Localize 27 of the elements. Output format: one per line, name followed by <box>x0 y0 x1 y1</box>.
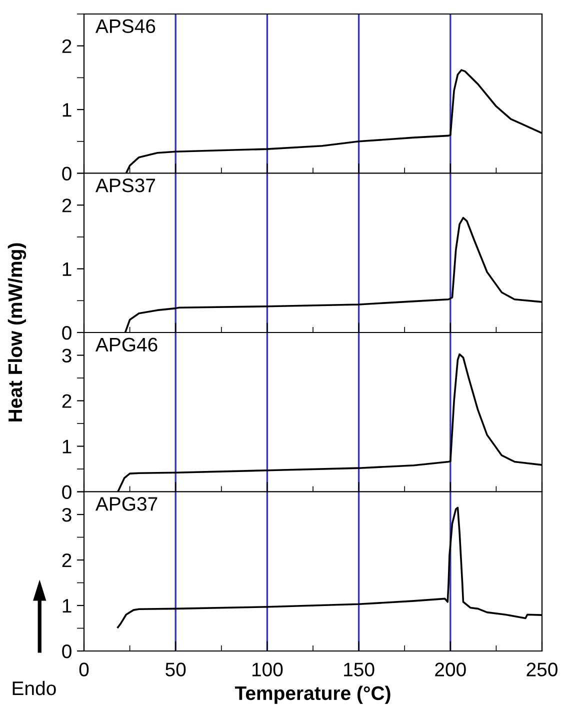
x-tick-label: 50 <box>166 662 186 676</box>
y-tick-label: 3 <box>62 348 72 362</box>
y-tick-label: 0 <box>62 485 72 499</box>
x-tick-label: 250 <box>526 662 558 676</box>
chart-title: APS46 <box>95 19 156 34</box>
y-tick-label: 1 <box>62 440 72 454</box>
y-tick-label: 2 <box>62 553 72 568</box>
y-tick-label: 0 <box>62 326 72 340</box>
y-axis-title: Heat Flow (mW/mg) <box>8 243 26 422</box>
y-tick-label: 1 <box>62 262 72 276</box>
x-tick-label: 200 <box>435 662 466 676</box>
y-tick-label: 0 <box>62 644 72 658</box>
x-axis-title: Temperature (°C) <box>234 686 390 704</box>
x-tick-label: 100 <box>252 662 283 676</box>
y-tick-label: 2 <box>62 198 72 212</box>
chart-title: APG46 <box>95 338 158 352</box>
chart-title: APG37 <box>95 497 158 511</box>
x-tick-label: 0 <box>79 662 89 676</box>
y-tick-label: 3 <box>62 508 72 522</box>
y-tick-label: 2 <box>62 39 72 53</box>
chart-title: APS37 <box>95 178 156 192</box>
text: Endo <box>12 680 56 696</box>
y-tick-label: 0 <box>62 166 72 180</box>
y-tick-label: 1 <box>62 599 72 613</box>
x-tick-label: 150 <box>344 662 374 676</box>
y-tick-label: 1 <box>62 103 72 117</box>
y-tick-label: 2 <box>62 394 72 408</box>
